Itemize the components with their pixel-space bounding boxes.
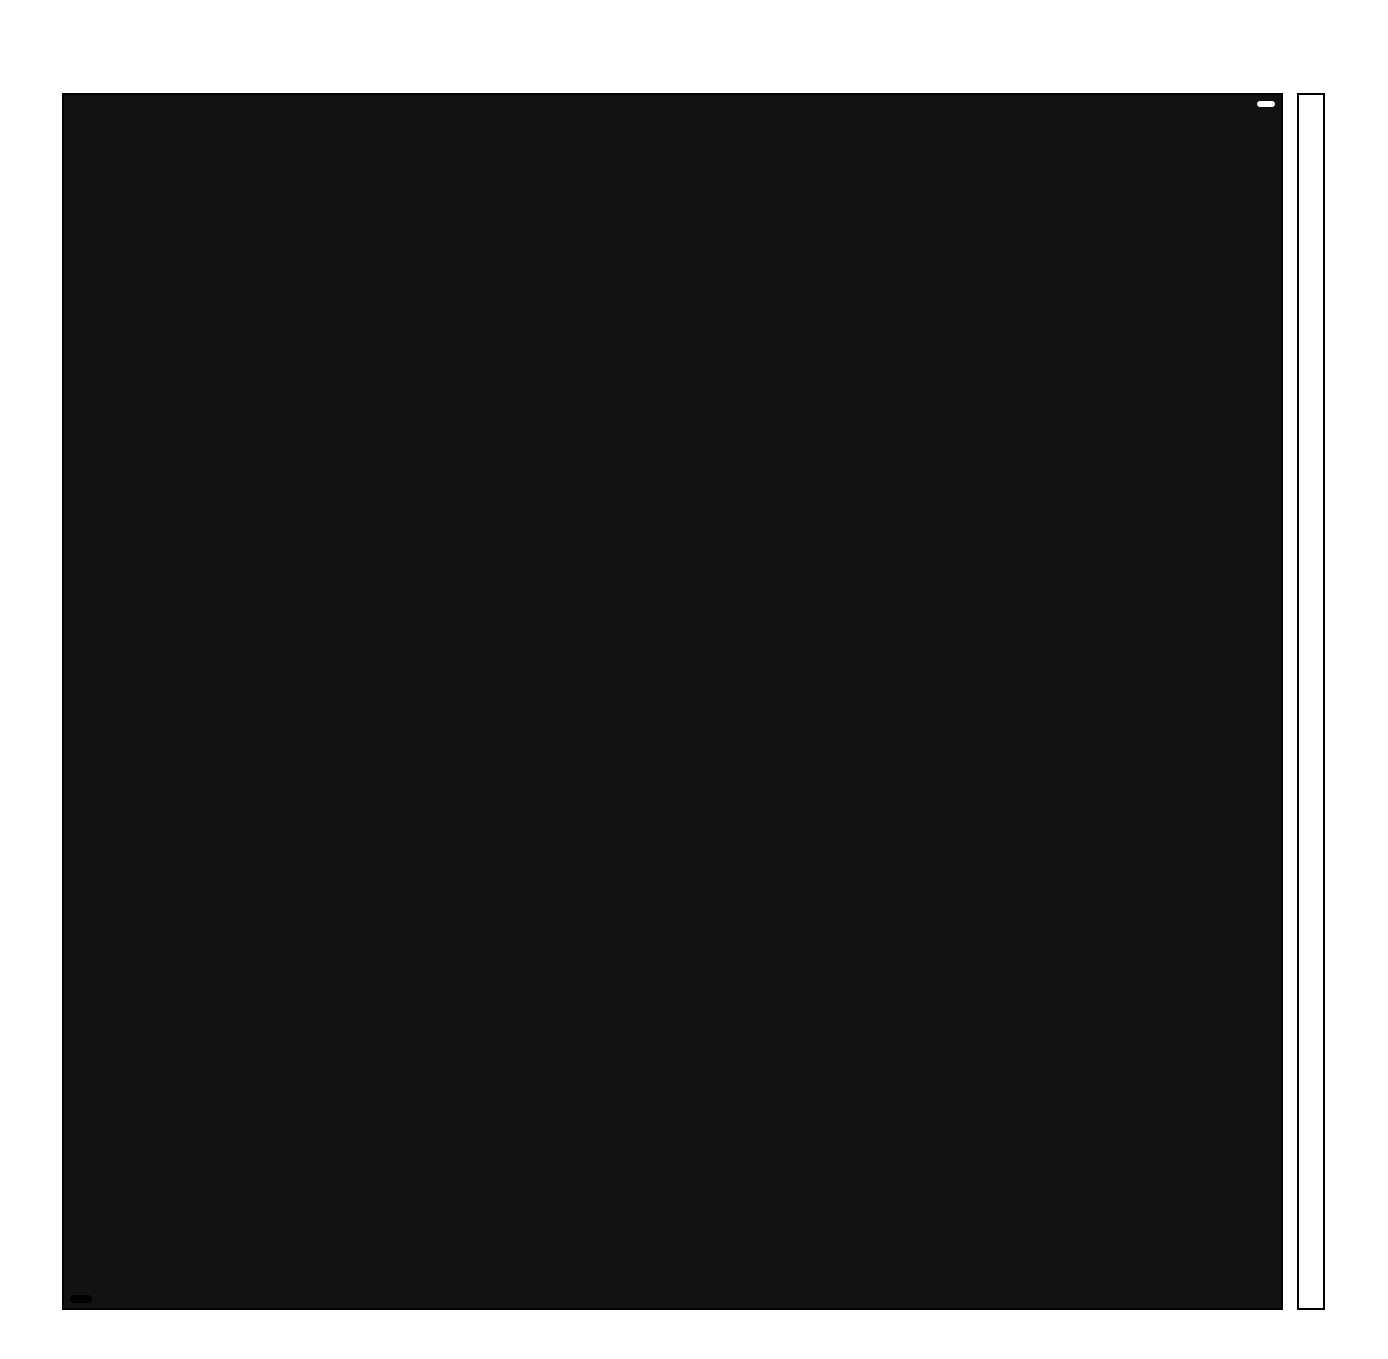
eumetsat-copyright-badge <box>1257 101 1275 107</box>
satellite-image-plot[interactable] <box>62 93 1283 1310</box>
satellite-infrared-canvas <box>64 95 1281 1308</box>
temperature-colorbar[interactable] <box>1297 93 1325 1310</box>
dapiya-copyright-badge <box>70 1295 92 1303</box>
colorbar-gradient <box>1299 95 1323 1308</box>
